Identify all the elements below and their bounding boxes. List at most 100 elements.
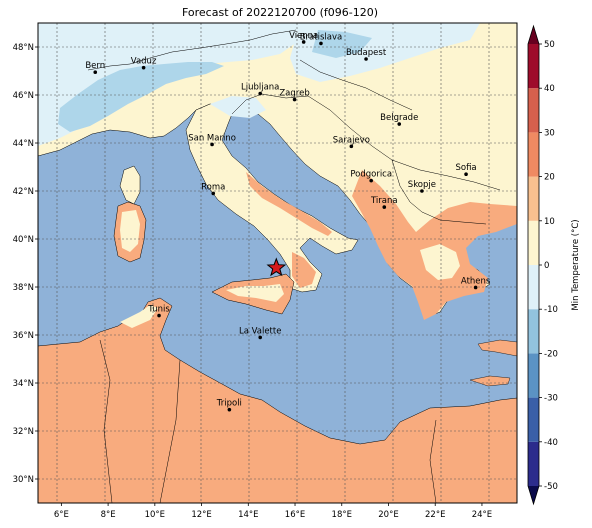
italy-coastal-warm bbox=[246, 172, 332, 236]
lon-tick-label: 16°E bbox=[285, 510, 305, 520]
city-label: Athens bbox=[461, 276, 491, 286]
colorbar-bin bbox=[528, 220, 539, 265]
city-dot bbox=[369, 178, 373, 183]
city-label: Budapest bbox=[346, 48, 387, 58]
northeast-colder-band bbox=[312, 30, 372, 58]
city-label: La Valette bbox=[239, 326, 282, 336]
city-label: Roma bbox=[201, 182, 225, 192]
lat-tick-label: 44°N bbox=[13, 139, 34, 149]
alps-cold-band bbox=[38, 23, 300, 146]
city-dot bbox=[141, 65, 146, 70]
colorbar-bin bbox=[528, 88, 539, 133]
tunisia-pale-patch bbox=[120, 305, 158, 328]
aegean-island bbox=[477, 339, 517, 357]
city-dot bbox=[349, 144, 354, 149]
city-label: Bratislava bbox=[300, 32, 342, 42]
lon-tick-label: 14°E bbox=[238, 510, 258, 520]
city-label: Bern bbox=[85, 61, 105, 71]
city-label: Skopje bbox=[408, 180, 436, 190]
colorbar-under-arrow bbox=[528, 486, 539, 504]
city-dot bbox=[364, 57, 368, 61]
city-label: San Marino bbox=[188, 133, 236, 143]
colorbar-tick-label: 20 bbox=[544, 173, 555, 183]
lon-tick-label: 10°E bbox=[145, 510, 165, 520]
sicily-pale bbox=[226, 284, 284, 302]
city-label: Podgorica bbox=[350, 170, 392, 180]
lat-tick-label: 36°N bbox=[13, 331, 34, 341]
city-dot bbox=[301, 40, 306, 44]
colorbar-bin bbox=[528, 44, 539, 89]
city-label: Belgrade bbox=[380, 113, 418, 123]
city-dot bbox=[258, 335, 263, 340]
latitude-ticks: 30°N 32°N 34°N 36°N 38°N 40°N 42°N 44°N 46°N 48°N bbox=[13, 43, 38, 485]
lon-tick-label: 22°E bbox=[425, 510, 445, 520]
city-dot bbox=[157, 313, 161, 318]
longitude-ticks: 6°E 8°E 10°E 12°E 14°E 16°E 18°E 20°E 22°E 24°E bbox=[54, 503, 492, 520]
colorbar-bin bbox=[528, 176, 539, 221]
lon-tick-label: 8°E bbox=[101, 510, 116, 520]
city-label: Vaduz bbox=[131, 57, 157, 67]
city-label: Tripoli bbox=[216, 399, 242, 409]
lon-tick-label: 12°E bbox=[191, 510, 211, 520]
lon-tick-label: 6°E bbox=[54, 510, 69, 520]
colorbar-tick-label: -50 bbox=[544, 482, 558, 492]
city-dot bbox=[210, 142, 214, 147]
lat-tick-label: 42°N bbox=[13, 187, 34, 197]
colorbar-bin bbox=[528, 309, 539, 354]
lat-tick-label: 34°N bbox=[13, 379, 34, 389]
city-dot bbox=[397, 122, 402, 126]
lat-tick-label: 48°N bbox=[13, 43, 34, 53]
city-dot bbox=[211, 191, 216, 196]
city-label: Vienna bbox=[289, 31, 318, 41]
lon-tick-label: 24°E bbox=[472, 510, 492, 520]
lat-tick-label: 32°N bbox=[13, 427, 34, 437]
colorbar-over-arrow bbox=[528, 26, 539, 44]
city-dot bbox=[473, 285, 478, 290]
colorbar-bin bbox=[528, 132, 539, 177]
colorbar-tick-label: 30 bbox=[544, 128, 555, 138]
colorbar-tick-label: -20 bbox=[544, 349, 558, 359]
city-dot bbox=[93, 70, 98, 74]
crete-island bbox=[469, 375, 511, 387]
city-label: Sofia bbox=[455, 163, 476, 173]
lat-tick-label: 40°N bbox=[13, 235, 34, 245]
country-borders bbox=[87, 29, 501, 503]
greece-pale bbox=[420, 244, 460, 280]
colorbar-bin bbox=[528, 441, 539, 486]
colorbar-tick-label: -10 bbox=[544, 305, 558, 315]
corsica-land bbox=[119, 165, 141, 205]
colorbar: -50 -40 -30 -20 -10 0 10 20 30 40 50 bbox=[527, 24, 558, 506]
colorbar-bin bbox=[528, 353, 539, 398]
colorbar-tick-label: 0 bbox=[544, 261, 549, 271]
city-label: Tirana bbox=[370, 196, 398, 206]
colorbar-tick-label: 40 bbox=[544, 84, 555, 94]
city-dot bbox=[319, 41, 323, 46]
city-label: Tunis bbox=[147, 305, 170, 315]
city-label: Zagreb bbox=[279, 89, 309, 99]
lat-tick-label: 38°N bbox=[13, 283, 34, 293]
location-star-marker bbox=[266, 257, 287, 277]
map-frame bbox=[37, 22, 518, 504]
city-label: Sarajevo bbox=[333, 135, 370, 145]
alps-colder-band bbox=[58, 62, 224, 132]
colorbar-label: Min Temperature (°C) bbox=[571, 219, 581, 310]
map-title: Forecast of 2022120700 (f096-120) bbox=[181, 6, 379, 19]
city-dot bbox=[382, 205, 387, 209]
sardinia-pale bbox=[120, 210, 140, 252]
city-dot bbox=[464, 172, 468, 176]
colorbar-tick-label: -30 bbox=[544, 394, 558, 404]
city-dot bbox=[292, 97, 297, 102]
city-dot bbox=[258, 91, 263, 96]
colorbar-bin bbox=[528, 397, 539, 442]
city-dot bbox=[227, 407, 232, 412]
colorbar-bin bbox=[528, 265, 539, 310]
colorbar-tick-label: 50 bbox=[544, 40, 555, 50]
calabria-warm bbox=[292, 252, 316, 288]
lat-tick-label: 30°N bbox=[13, 475, 34, 485]
lon-tick-label: 20°E bbox=[378, 510, 398, 520]
lat-tick-label: 46°N bbox=[13, 91, 34, 101]
adriatic-cold-patch bbox=[210, 96, 266, 118]
colorbar-tick-label: -40 bbox=[544, 438, 558, 448]
